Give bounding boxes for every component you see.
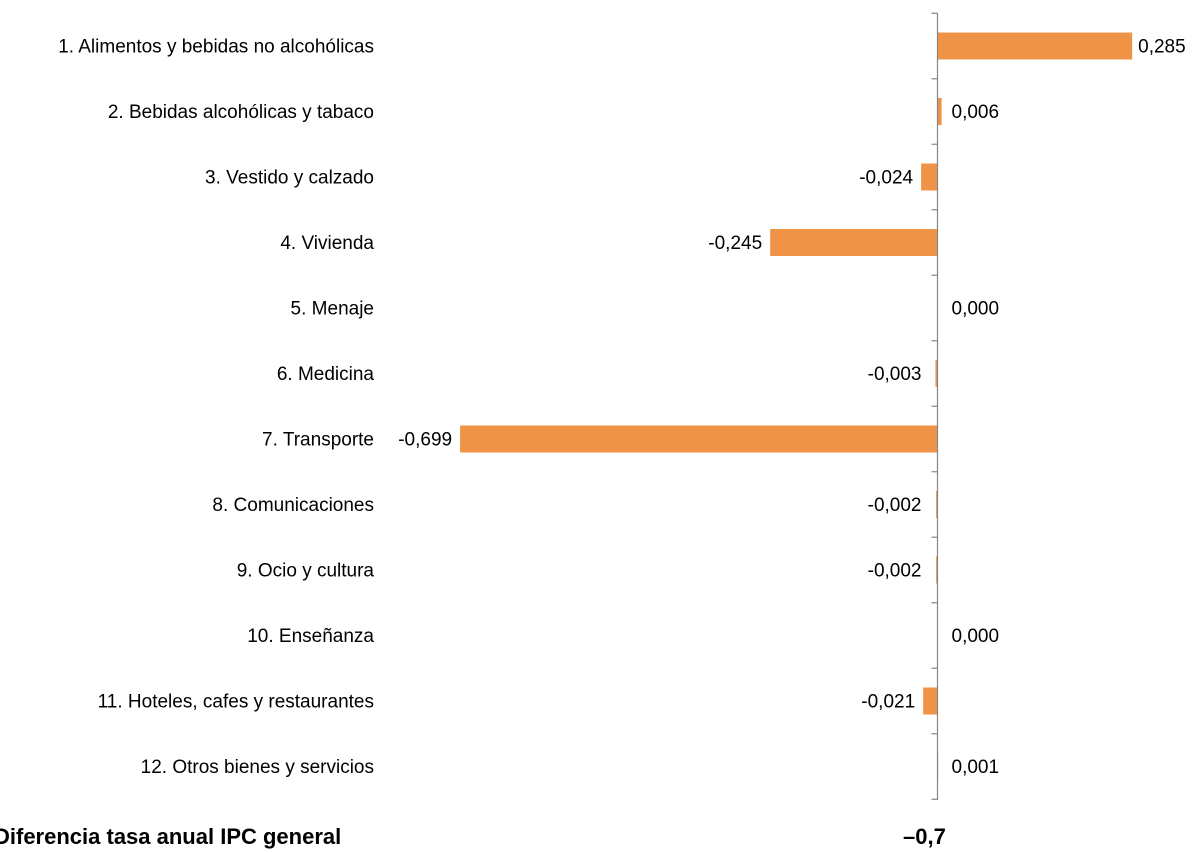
category-label-8: 8. Comunicaciones	[212, 495, 374, 516]
value-label-8: -0,002	[868, 495, 922, 516]
value-label-2: 0,006	[952, 102, 1000, 123]
bar-1	[937, 32, 1133, 60]
value-label-1: 0,285	[1138, 37, 1186, 58]
category-labels: 1. Alimentos y bebidas no alcohólicas 2. …	[58, 37, 374, 779]
bar-9	[936, 556, 938, 584]
category-label-11: 11. Hoteles, cafes y restaurantes	[98, 692, 374, 713]
bar-6	[935, 360, 938, 387]
value-label-4: -0,245	[708, 233, 762, 254]
bar-3	[921, 163, 938, 191]
category-label-2: 2. Bebidas alcohólicas y tabaco	[108, 102, 374, 123]
category-label-9: 9. Ocio y cultura	[237, 561, 375, 582]
category-label-1: 1. Alimentos y bebidas no alcohólicas	[58, 37, 374, 58]
value-label-3: -0,024	[859, 168, 913, 189]
value-label-12: 0,001	[952, 757, 1000, 778]
category-label-3: 3. Vestido y calzado	[205, 168, 374, 189]
value-label-7: -0,699	[398, 430, 452, 451]
bar-11	[923, 687, 938, 715]
value-labels: 0,285 0,006 -0,024 -0,245 0,000 -0,003 -0,699 -…	[398, 37, 1185, 779]
category-label-12: 12. Otros bienes y servicios	[141, 757, 374, 778]
bar-7	[460, 425, 938, 453]
bar-8	[936, 491, 938, 518]
category-label-4: 4. Vivienda	[280, 233, 374, 254]
value-label-11: -0,021	[861, 692, 915, 713]
zero-axis	[931, 12, 939, 800]
bars-layer	[460, 32, 1133, 780]
bar-2	[937, 98, 942, 125]
value-label-6: -0,003	[868, 364, 922, 385]
category-label-6: 6. Medicina	[277, 364, 375, 385]
category-label-10: 10. Enseñanza	[247, 626, 374, 647]
footer-label: Diferencia tasa anual IPC general	[0, 824, 342, 849]
bar-4	[770, 229, 938, 256]
category-label-5: 5. Menaje	[291, 299, 374, 320]
value-label-5: 0,000	[952, 299, 1000, 320]
category-label-7: 7. Transporte	[262, 430, 374, 451]
footer-value: –0,7	[903, 824, 946, 849]
value-label-10: 0,000	[952, 626, 1000, 647]
value-label-9: -0,002	[868, 561, 922, 582]
